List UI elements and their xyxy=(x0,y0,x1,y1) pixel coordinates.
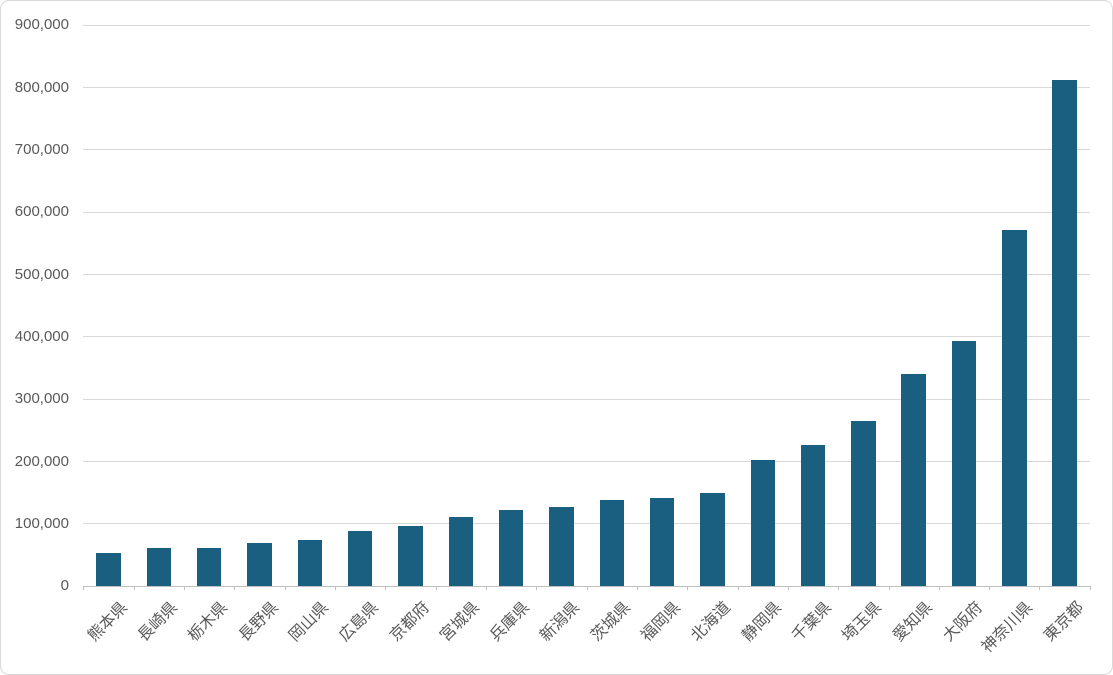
chart-bar xyxy=(800,444,826,587)
gridline xyxy=(83,461,1090,463)
axis-tick xyxy=(385,586,387,591)
axis-tick xyxy=(83,586,85,591)
axis-tick xyxy=(435,586,437,591)
y-axis-label: 600,000 xyxy=(14,203,69,221)
chart-bar xyxy=(498,510,524,587)
gridline xyxy=(83,336,1090,338)
chart-bar xyxy=(196,548,222,587)
x-axis-label: 茨城県 xyxy=(587,599,634,645)
x-axis-label: 長野県 xyxy=(235,599,282,645)
x-axis-label: 静岡県 xyxy=(738,599,785,645)
gridline xyxy=(83,24,1090,26)
gridline xyxy=(83,87,1090,89)
y-axis-label: 700,000 xyxy=(14,140,69,158)
x-axis-label: 兵庫県 xyxy=(487,599,534,645)
chart-bar xyxy=(700,492,725,587)
axis-tick xyxy=(234,586,236,591)
y-axis-label: 400,000 xyxy=(14,327,69,345)
gridline xyxy=(83,274,1090,276)
x-axis-label: 京都府 xyxy=(386,599,433,645)
chart-bar xyxy=(649,497,675,587)
axis-tick xyxy=(1039,586,1041,591)
axis-tick xyxy=(989,586,991,591)
x-axis-label: 東京都 xyxy=(1040,599,1087,645)
x-axis-label: 愛知県 xyxy=(889,599,936,645)
x-axis-label: 岡山県 xyxy=(285,599,332,645)
chart-bar xyxy=(549,507,574,587)
gridline xyxy=(83,211,1090,213)
y-axis-label: 500,000 xyxy=(14,265,69,283)
x-axis-label: 長崎県 xyxy=(134,599,181,645)
y-axis-label: 100,000 xyxy=(14,514,69,532)
chart-bar xyxy=(146,548,172,587)
y-axis-label: 0 xyxy=(60,577,69,595)
chart-bar xyxy=(347,530,373,587)
y-axis-label: 300,000 xyxy=(14,390,69,408)
chart-bar xyxy=(851,421,876,587)
axis-tick xyxy=(184,586,186,591)
chart-bar xyxy=(951,341,977,587)
x-axis-label: 宮城県 xyxy=(436,599,483,645)
y-axis-label: 900,000 xyxy=(14,16,69,34)
axis-tick xyxy=(335,586,336,591)
axis-tick xyxy=(485,586,487,591)
gridline xyxy=(83,523,1090,525)
chart-bar xyxy=(750,460,775,587)
x-axis-label: 福岡県 xyxy=(638,599,685,645)
chart-bar xyxy=(1002,229,1027,587)
chart-bar xyxy=(1052,80,1077,587)
chart-bar xyxy=(901,374,926,587)
x-axis-label: 大阪府 xyxy=(940,599,987,645)
chart-bar xyxy=(96,553,121,587)
axis-tick xyxy=(1089,586,1091,591)
axis-tick xyxy=(687,586,689,591)
axis-tick xyxy=(787,586,789,591)
x-axis-label: 埼玉県 xyxy=(839,599,886,645)
y-axis-label: 200,000 xyxy=(14,452,69,470)
axis-tick xyxy=(636,586,638,591)
y-axis-label: 800,000 xyxy=(14,78,69,96)
x-axis-label: 神奈川県 xyxy=(979,599,1037,657)
axis-tick xyxy=(133,586,135,591)
gridline xyxy=(83,398,1090,400)
x-axis-label: 熊本県 xyxy=(84,599,131,645)
chart-bar xyxy=(448,517,474,587)
x-axis-label: 広島県 xyxy=(336,599,383,645)
chart-bar xyxy=(247,542,272,587)
x-axis-line xyxy=(83,585,1090,587)
axis-tick xyxy=(888,586,890,591)
x-axis-label: 北海道 xyxy=(688,599,735,645)
x-axis-label: 栃木県 xyxy=(185,599,232,645)
axis-tick xyxy=(938,586,940,591)
axis-tick xyxy=(737,586,739,591)
axis-tick xyxy=(536,586,538,591)
axis-tick xyxy=(284,586,286,591)
gridline xyxy=(83,149,1090,151)
axis-tick xyxy=(586,586,588,591)
x-axis-label: 新潟県 xyxy=(537,599,584,645)
axis-tick xyxy=(838,586,840,591)
chart-bar xyxy=(599,500,625,587)
x-axis-label: 千葉県 xyxy=(789,599,836,645)
chart-bar xyxy=(297,539,323,587)
chart-bar xyxy=(398,526,423,587)
